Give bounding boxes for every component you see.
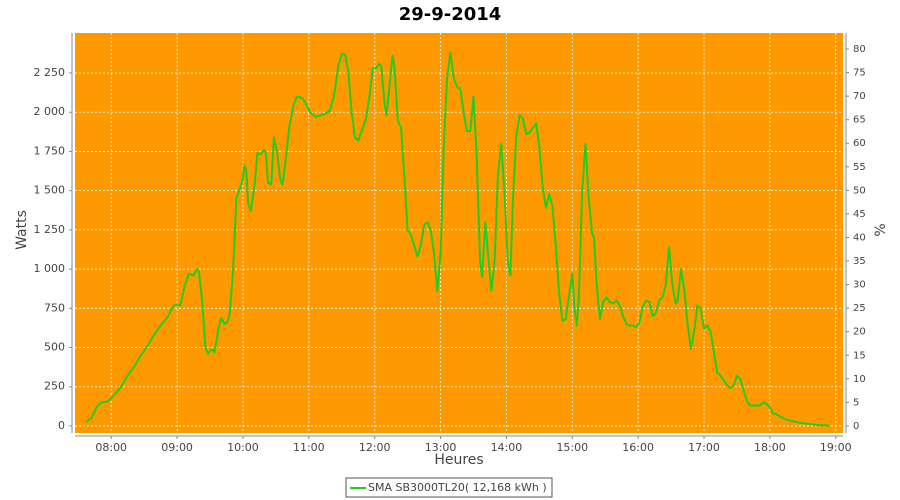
y2-tick-label: 50 [853, 185, 866, 196]
x-tick-label: 16:00 [622, 441, 654, 454]
plot-area [75, 33, 843, 433]
x-tick-label: 11:00 [293, 441, 325, 454]
y-tick-label: 2 000 [34, 105, 66, 118]
y2-tick-label: 75 [853, 68, 866, 79]
y-tick-label: 2 250 [34, 66, 66, 79]
y-tick-label: 0 [58, 419, 65, 432]
y2-tick-label: 15 [853, 350, 866, 361]
y2-tick-label: 10 [853, 374, 866, 385]
x-tick-label: 18:00 [754, 441, 786, 454]
y2-tick-label: 80 [853, 44, 866, 55]
y2-tick-label: 45 [853, 209, 866, 220]
x-tick-label: 19:00 [820, 441, 852, 454]
y2-tick-label: 20 [853, 327, 866, 338]
y-tick-label: 750 [44, 301, 65, 314]
legend-label: SMA SB3000TL20( 12,168 kWh ) [368, 481, 547, 494]
y2-tick-label: 30 [853, 280, 866, 291]
y-tick-label: 1 250 [34, 223, 66, 236]
y-axis-label: Watts [14, 210, 30, 250]
x-tick-label: 08:00 [95, 441, 127, 454]
y2-tick-label: 60 [853, 138, 866, 149]
x-tick-label: 13:00 [425, 441, 457, 454]
y2-tick-label: 35 [853, 256, 866, 267]
chart-title: 29-9-2014 [399, 4, 502, 25]
y2-axis-label: % [873, 223, 889, 236]
y2-tick-label: 25 [853, 303, 866, 314]
x-tick-label: 17:00 [688, 441, 720, 454]
x-axis-label: Heures [434, 452, 483, 468]
series-line [85, 51, 830, 427]
y2-tick-label: 40 [853, 232, 866, 243]
y-tick-label: 1 000 [34, 262, 66, 275]
x-tick-label: 12:00 [359, 441, 391, 454]
y2-tick-label: 55 [853, 162, 866, 173]
y2-tick-label: 65 [853, 115, 866, 126]
y2-tick-label: 0 [853, 421, 859, 432]
y-tick-label: 250 [44, 380, 65, 393]
y-tick-label: 500 [44, 341, 65, 354]
x-tick-label: 10:00 [227, 441, 259, 454]
y-tick-label: 1 500 [34, 184, 66, 197]
x-tick-label: 14:00 [491, 441, 523, 454]
legend-box [345, 477, 553, 498]
y2-tick-label: 5 [853, 397, 859, 408]
y2-tick-label: 70 [853, 91, 866, 102]
x-tick-label: 09:00 [161, 441, 193, 454]
x-tick-label: 15:00 [556, 441, 588, 454]
y-tick-label: 1 750 [34, 144, 66, 157]
